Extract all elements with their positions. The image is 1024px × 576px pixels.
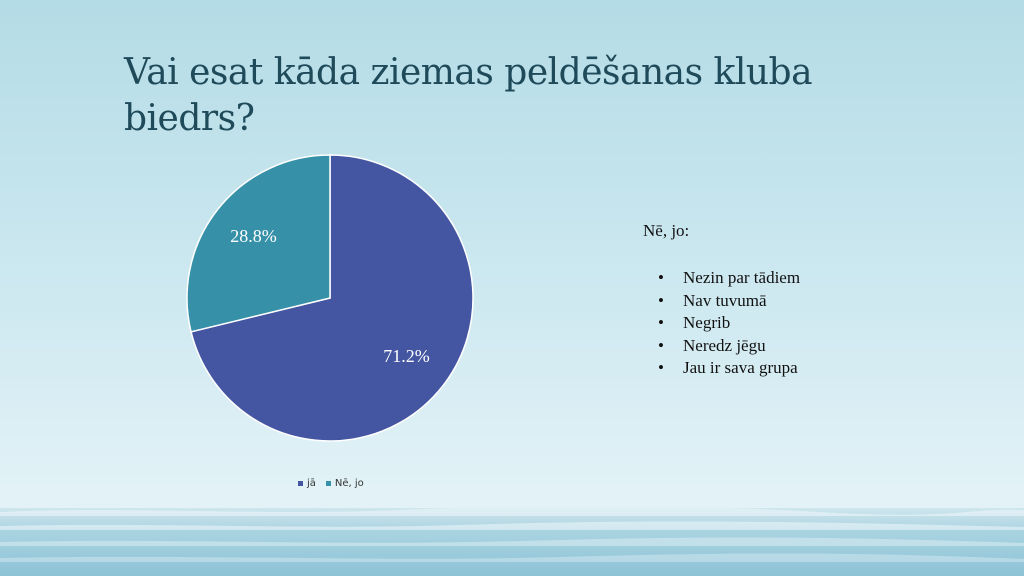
bullet-icon: • xyxy=(658,290,664,310)
reasons-heading: Nē, jo: xyxy=(643,221,690,240)
legend-label: Nē, jo xyxy=(334,478,364,489)
water-background xyxy=(0,505,1024,576)
reason-text: Negrib xyxy=(683,313,731,332)
legend-swatch xyxy=(325,481,331,486)
reason-item: • Nav tuvumā xyxy=(643,290,963,313)
reason-item: • Jau ir sava grupa xyxy=(643,357,963,380)
reason-text: Jau ir sava grupa xyxy=(683,358,798,377)
bullet-icon: • xyxy=(658,268,664,287)
legend-item-ja: jā xyxy=(298,478,316,489)
reason-item: • Neredz jēgu xyxy=(643,335,963,358)
pie-slice-1 xyxy=(190,154,474,442)
legend-swatch xyxy=(298,481,303,486)
pie-data-label: 71.2% xyxy=(383,346,430,366)
legend-label: jā xyxy=(307,478,316,489)
bullet-icon: • xyxy=(658,335,664,355)
slide-title: Vai esat kāda ziemas peldēšanas kluba bi… xyxy=(124,52,813,139)
reason-text: Neredz jēgu xyxy=(683,335,766,355)
reason-text: Nezin par tādiem xyxy=(683,268,801,287)
reason-item: • Negrib xyxy=(643,312,963,335)
pie-slice-2 xyxy=(186,154,331,333)
reasons-list: • Nezin par tādiem • Nav tuvumā • Negrib • N… xyxy=(643,267,963,380)
reason-text: Nav tuvumā xyxy=(683,290,767,310)
pie-data-label: 28.8% xyxy=(230,226,277,246)
bullet-icon: • xyxy=(658,313,664,332)
chart-legend: jā Nē, jo xyxy=(298,478,374,489)
legend-item-ne-jo: Nē, jo xyxy=(325,478,364,489)
reasons-panel: Nē, jo: • Nezin par tādiem • Nav tuvumā • N… xyxy=(643,220,963,380)
reason-item: • Nezin par tādiem xyxy=(643,267,963,290)
bullet-icon: • xyxy=(658,358,664,377)
